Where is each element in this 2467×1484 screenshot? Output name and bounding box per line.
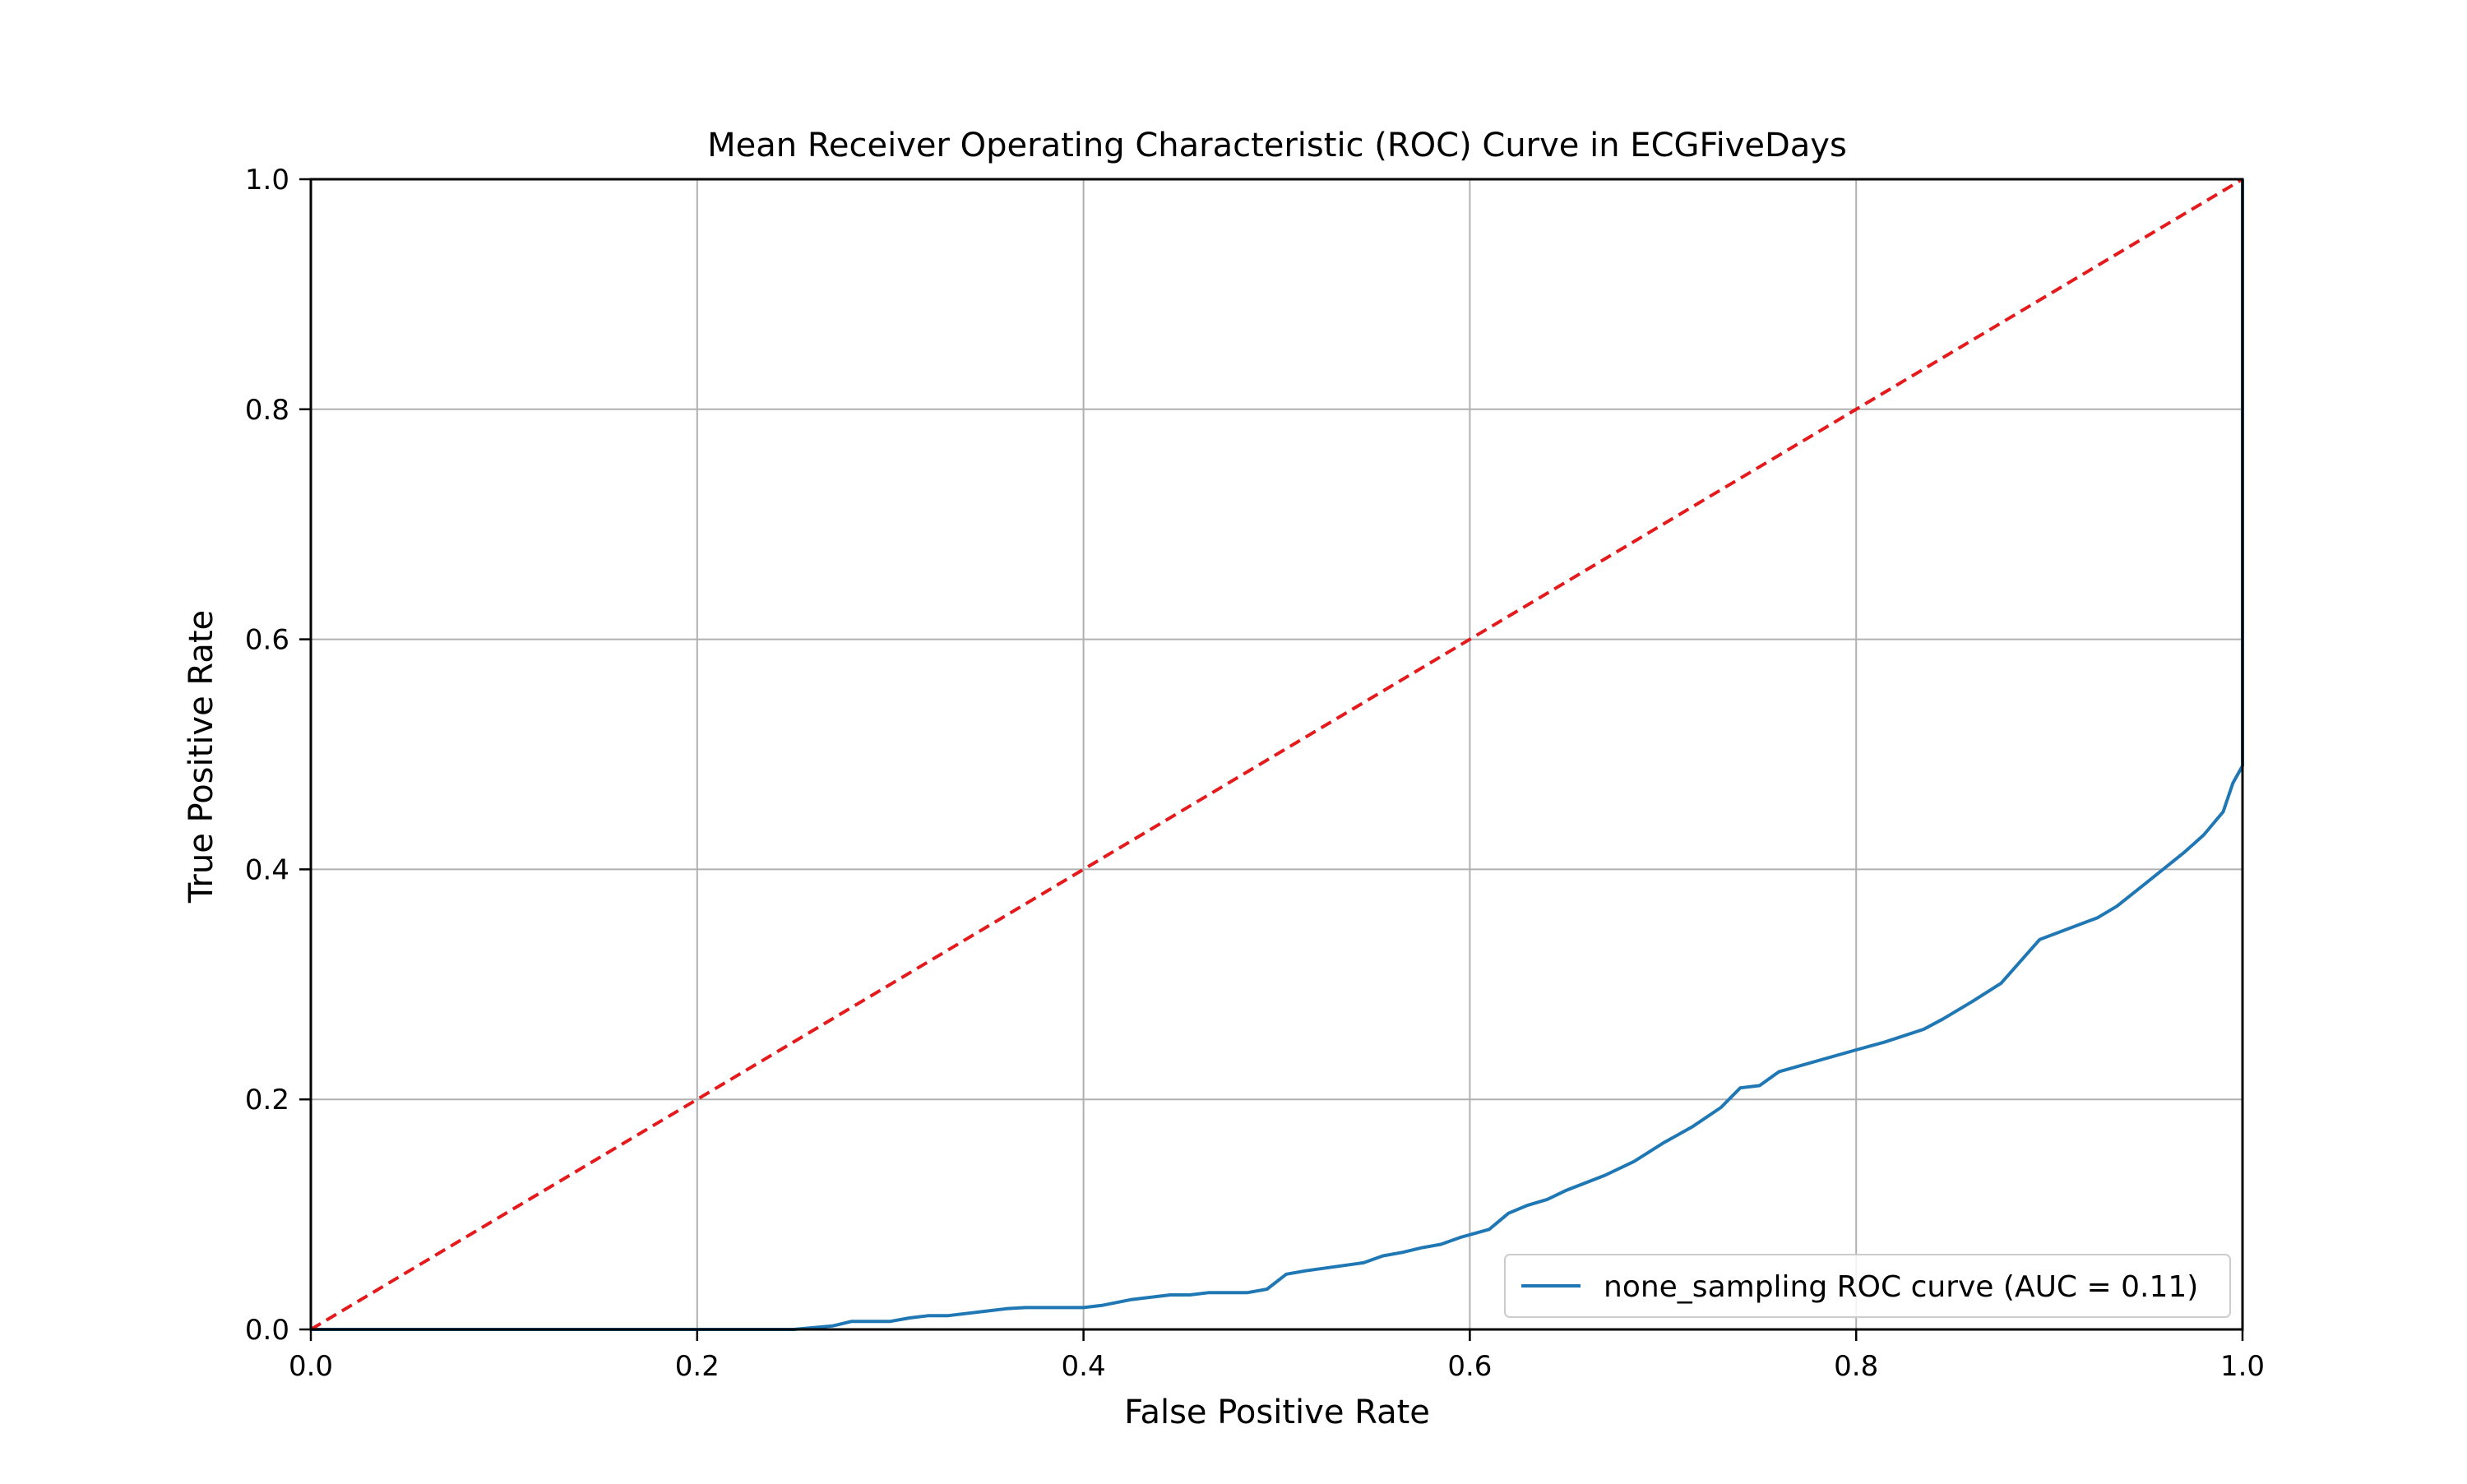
y-tick-label: 0.0: [245, 1314, 289, 1347]
x-tick-label: 0.6: [1447, 1350, 1492, 1383]
legend-box: [1504, 1254, 2231, 1318]
y-tick-label: 0.6: [245, 624, 289, 657]
legend-entry-none-sampling: none_sampling ROC curve (AUC = 0.11): [1604, 1270, 2198, 1304]
y-axis-label: True Positive Rate: [183, 610, 220, 904]
axis-ticks: 0.0 0.2 0.4 0.6 0.8 1.0 0.0 0.2 0.4 0.6 0.8 1.0: [245, 164, 2265, 1383]
plot-frame: [309, 178, 2244, 1331]
series-line-none-sampling: [311, 179, 2244, 1331]
y-tick-label: 0.4: [245, 853, 289, 886]
x-tick-label: 1.0: [2220, 1350, 2265, 1383]
series-layer: [309, 178, 2244, 1331]
series-line-chance-diagonal: [309, 178, 2244, 1331]
y-tick-label: 0.2: [245, 1084, 289, 1116]
x-tick-label: 0.8: [1834, 1350, 1878, 1383]
x-axis-label: False Positive Rate: [1124, 1394, 1430, 1431]
legend: none_sampling ROC curve (AUC = 0.11): [1504, 1254, 2231, 1318]
x-tick-label: 0.0: [289, 1350, 333, 1383]
chart-title: Mean Receiver Operating Characteristic (…: [707, 127, 1847, 164]
y-tick-label: 1.0: [245, 164, 289, 196]
x-tick-label: 0.4: [1062, 1350, 1106, 1383]
y-tick-label: 0.8: [245, 394, 289, 427]
x-tick-label: 0.2: [675, 1350, 720, 1383]
